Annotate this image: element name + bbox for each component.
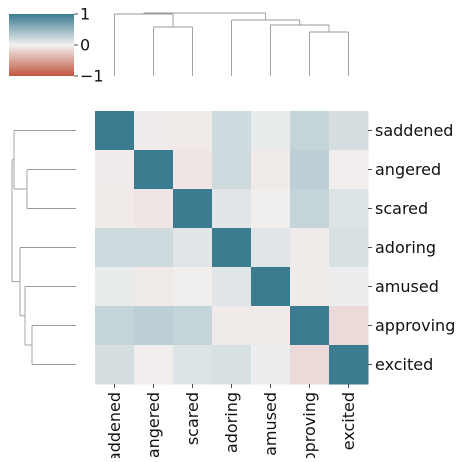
heatmap-cell-angered-amused bbox=[251, 150, 291, 190]
heatmap-cell-excited-angered bbox=[134, 345, 174, 385]
y-tick-label-excited: excited bbox=[375, 355, 433, 374]
y-tick-label-adoring: adoring bbox=[375, 238, 436, 257]
heatmap-cell-angered-adoring bbox=[212, 150, 252, 190]
x-tick-label-angered: angered bbox=[144, 392, 163, 458]
column-dendrogram bbox=[114, 12, 349, 76]
heatmap-cell-excited-saddened bbox=[95, 345, 135, 385]
x-tick-label-adoring: adoring bbox=[222, 392, 241, 453]
heatmap-cell-scared-scared bbox=[173, 189, 213, 229]
heatmap-cell-approving-angered bbox=[134, 306, 174, 346]
x-tick-label-scared: scared bbox=[183, 392, 202, 445]
x-tick-label-amused: amused bbox=[261, 392, 280, 456]
heatmap-cell-amused-scared bbox=[173, 267, 213, 307]
heatmap-cell-amused-adoring bbox=[212, 267, 252, 307]
heatmap-cell-adoring-approving bbox=[290, 228, 330, 268]
heatmap-cell-angered-saddened bbox=[95, 150, 135, 190]
heatmap-cell-scared-angered bbox=[134, 189, 174, 229]
heatmap-cell-approving-scared bbox=[173, 306, 213, 346]
heatmap-cell-excited-adoring bbox=[212, 345, 252, 385]
heatmap-cell-adoring-amused bbox=[251, 228, 291, 268]
colorbar-tick-label: 0 bbox=[80, 36, 90, 55]
heatmap-cell-adoring-adoring bbox=[212, 228, 252, 268]
colorbar-tick-label: −1 bbox=[80, 67, 104, 86]
heatmap-cells bbox=[95, 111, 369, 385]
colorbar-tick-label: 1 bbox=[80, 5, 90, 24]
heatmap-cell-adoring-scared bbox=[173, 228, 213, 268]
y-tick-label-angered: angered bbox=[375, 160, 441, 179]
y-tick-label-approving: approving bbox=[375, 316, 455, 335]
heatmap-cell-scared-approving bbox=[290, 189, 330, 229]
heatmap-cell-amused-approving bbox=[290, 267, 330, 307]
heatmap-cell-saddened-saddened bbox=[95, 111, 135, 151]
heatmap-cell-approving-amused bbox=[251, 306, 291, 346]
colorbar-gradient bbox=[9, 14, 74, 76]
heatmap-cell-saddened-excited bbox=[329, 111, 369, 151]
heatmap-cell-amused-saddened bbox=[95, 267, 135, 307]
x-tick-label-saddened: saddened bbox=[105, 392, 124, 458]
heatmap-cell-amused-amused bbox=[251, 267, 291, 307]
heatmap-cell-scared-amused bbox=[251, 189, 291, 229]
x-tick-labels: saddened angered scared adoring amused approv… bbox=[105, 384, 358, 462]
heatmap-cell-approving-saddened bbox=[95, 306, 135, 346]
x-tick-label-approving: approving bbox=[300, 392, 319, 458]
heatmap-cell-adoring-angered bbox=[134, 228, 174, 268]
heatmap-cell-scared-saddened bbox=[95, 189, 135, 229]
heatmap-cell-approving-approving bbox=[290, 306, 330, 346]
heatmap-cell-angered-scared bbox=[173, 150, 213, 190]
heatmap-cell-excited-approving bbox=[290, 345, 330, 385]
heatmap-cell-scared-adoring bbox=[212, 189, 252, 229]
heatmap-cell-scared-excited bbox=[329, 189, 369, 229]
y-tick-labels: saddened angered scared adoring amused approv… bbox=[368, 121, 455, 374]
y-tick-label-saddened: saddened bbox=[375, 121, 453, 140]
heatmap-cell-saddened-adoring bbox=[212, 111, 252, 151]
heatmap-cell-adoring-excited bbox=[329, 228, 369, 268]
y-tick-label-amused: amused bbox=[375, 277, 439, 296]
x-tick-label-excited: excited bbox=[339, 392, 358, 450]
heatmap-cell-excited-amused bbox=[251, 345, 291, 385]
heatmap-cell-excited-scared bbox=[173, 345, 213, 385]
heatmap-cell-saddened-scared bbox=[173, 111, 213, 151]
heatmap-cell-amused-excited bbox=[329, 267, 369, 307]
heatmap-cell-amused-angered bbox=[134, 267, 174, 307]
heatmap-cell-saddened-angered bbox=[134, 111, 174, 151]
heatmap-cell-approving-adoring bbox=[212, 306, 252, 346]
heatmap-cell-angered-angered bbox=[134, 150, 174, 190]
heatmap-cell-angered-excited bbox=[329, 150, 369, 190]
row-dendrogram bbox=[11, 130, 76, 365]
heatmap-cell-saddened-amused bbox=[251, 111, 291, 151]
colorbar: 1 0 −1 bbox=[9, 5, 104, 86]
heatmap-cell-excited-excited bbox=[329, 345, 369, 385]
y-tick-label-scared: scared bbox=[375, 199, 428, 218]
heatmap-cell-approving-excited bbox=[329, 306, 369, 346]
heatmap-cell-adoring-saddened bbox=[95, 228, 135, 268]
heatmap-cell-saddened-approving bbox=[290, 111, 330, 151]
heatmap-cell-angered-approving bbox=[290, 150, 330, 190]
